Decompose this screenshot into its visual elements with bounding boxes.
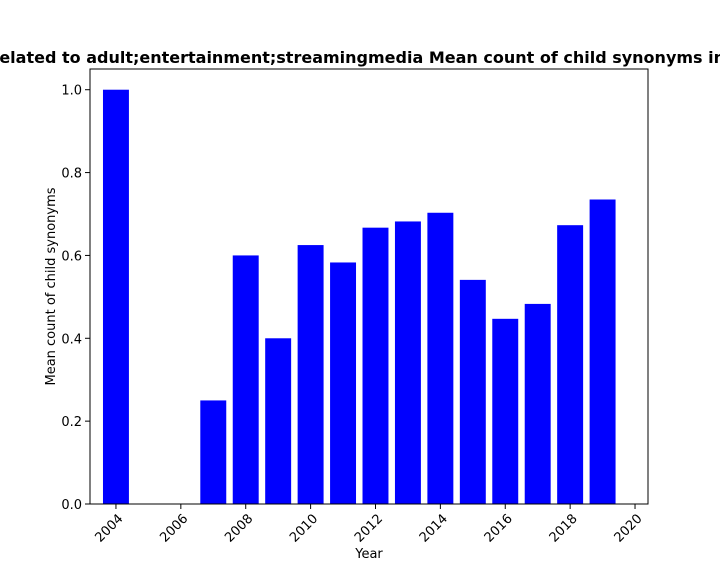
y-tick-label-0.6: 0.6 <box>61 249 82 264</box>
y-tick-label-1: 1.0 <box>61 84 82 99</box>
x-tick-label-2020: 2020 <box>612 512 646 546</box>
bar-2015 <box>459 279 486 504</box>
bar-2017 <box>524 303 551 504</box>
bar-2016 <box>492 318 519 504</box>
y-tick-label-0.8: 0.8 <box>61 167 82 182</box>
x-tick-label-2010: 2010 <box>287 512 321 546</box>
bar-2012 <box>362 227 389 504</box>
y-axis: 0.0 0.2 0.4 0.6 0.8 1.0 <box>61 84 90 513</box>
bar-2008 <box>232 255 259 504</box>
x-tick-label-2004: 2004 <box>92 512 126 546</box>
x-tick-label-2018: 2018 <box>547 512 581 546</box>
bar-2018 <box>557 225 584 504</box>
chart-title: Related to adult;entertainment;streaming… <box>0 48 720 67</box>
bar-2013 <box>394 221 421 504</box>
y-axis-label: Mean count of child synonyms <box>44 187 59 385</box>
bar-2011 <box>330 262 357 504</box>
x-axis: 2004 2006 2008 2010 2012 2014 2016 2018 2020 <box>92 504 646 546</box>
x-tick-label-2016: 2016 <box>482 512 516 546</box>
x-tick-label-2006: 2006 <box>157 512 191 546</box>
x-tick-label-2008: 2008 <box>222 512 256 546</box>
plot-frame <box>89 68 649 505</box>
x-tick-label-2012: 2012 <box>352 512 386 546</box>
bar-2007 <box>200 400 227 504</box>
bar-2019 <box>589 199 616 504</box>
y-tick-label-0.4: 0.4 <box>61 332 82 347</box>
bar-2014 <box>427 212 454 504</box>
bars-group <box>102 89 616 505</box>
y-tick-label-0: 0.0 <box>61 498 82 513</box>
x-tick-label-2014: 2014 <box>417 512 451 546</box>
bar-2004 <box>102 89 129 504</box>
bar-2009 <box>265 338 292 504</box>
bar-2010 <box>297 245 324 505</box>
y-tick-label-0.2: 0.2 <box>61 415 82 430</box>
x-axis-label: Year <box>354 547 383 562</box>
